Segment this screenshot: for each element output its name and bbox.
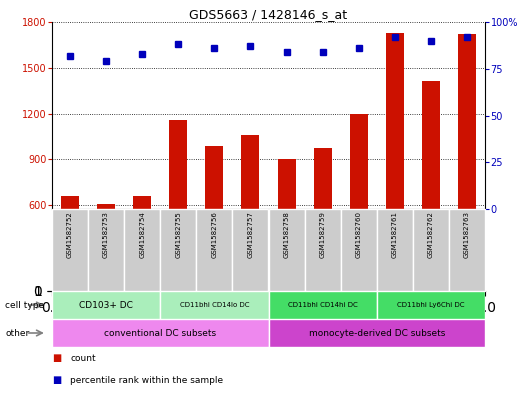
- Bar: [52, 291, 160, 319]
- Bar: [377, 291, 485, 319]
- Text: GSM1582760: GSM1582760: [356, 211, 362, 259]
- Text: GSM1582758: GSM1582758: [283, 211, 290, 258]
- Bar: [133, 196, 151, 297]
- Bar: [413, 209, 449, 291]
- Bar: [422, 81, 440, 297]
- Text: GSM1582754: GSM1582754: [139, 211, 145, 258]
- Text: ■: ■: [52, 375, 61, 385]
- Bar: [206, 146, 223, 297]
- Bar: [350, 114, 368, 297]
- Text: GSM1582763: GSM1582763: [464, 211, 470, 259]
- Bar: [61, 196, 79, 297]
- Bar: [268, 319, 485, 347]
- Bar: [52, 209, 88, 291]
- Bar: [160, 291, 268, 319]
- Text: GSM1582757: GSM1582757: [247, 211, 254, 258]
- Bar: [377, 209, 413, 291]
- Text: CD103+ DC: CD103+ DC: [79, 301, 133, 310]
- Bar: [340, 209, 377, 291]
- Bar: [242, 135, 259, 297]
- Bar: [232, 209, 268, 291]
- Bar: [160, 209, 196, 291]
- Text: CD11bhi CD14lo DC: CD11bhi CD14lo DC: [179, 302, 249, 308]
- Text: GSM1582759: GSM1582759: [320, 211, 326, 258]
- Bar: [88, 209, 124, 291]
- Text: other: other: [5, 329, 29, 338]
- Text: GSM1582753: GSM1582753: [103, 211, 109, 258]
- Text: ■: ■: [52, 353, 61, 364]
- Text: count: count: [70, 354, 96, 363]
- Bar: [52, 319, 268, 347]
- Bar: [304, 209, 340, 291]
- Bar: [268, 291, 377, 319]
- Bar: [196, 209, 232, 291]
- Bar: [386, 33, 404, 297]
- Bar: [268, 209, 304, 291]
- Text: cell type: cell type: [5, 301, 44, 310]
- Bar: [97, 204, 115, 297]
- Bar: [449, 209, 485, 291]
- Text: CD11bhi Ly6Chi DC: CD11bhi Ly6Chi DC: [397, 302, 464, 308]
- Text: GSM1582762: GSM1582762: [428, 211, 434, 258]
- Text: GSM1582761: GSM1582761: [392, 211, 398, 259]
- Text: CD11bhi CD14hi DC: CD11bhi CD14hi DC: [288, 302, 358, 308]
- Bar: [278, 159, 295, 297]
- Bar: [169, 120, 187, 297]
- Text: monocyte-derived DC subsets: monocyte-derived DC subsets: [309, 329, 445, 338]
- Text: conventional DC subsets: conventional DC subsets: [104, 329, 217, 338]
- Bar: [458, 34, 476, 297]
- Text: percentile rank within the sample: percentile rank within the sample: [70, 376, 223, 384]
- Title: GDS5663 / 1428146_s_at: GDS5663 / 1428146_s_at: [189, 8, 348, 21]
- Text: GSM1582756: GSM1582756: [211, 211, 218, 258]
- Bar: [314, 148, 332, 297]
- Text: GSM1582752: GSM1582752: [67, 211, 73, 258]
- Bar: [124, 209, 160, 291]
- Text: GSM1582755: GSM1582755: [175, 211, 181, 258]
